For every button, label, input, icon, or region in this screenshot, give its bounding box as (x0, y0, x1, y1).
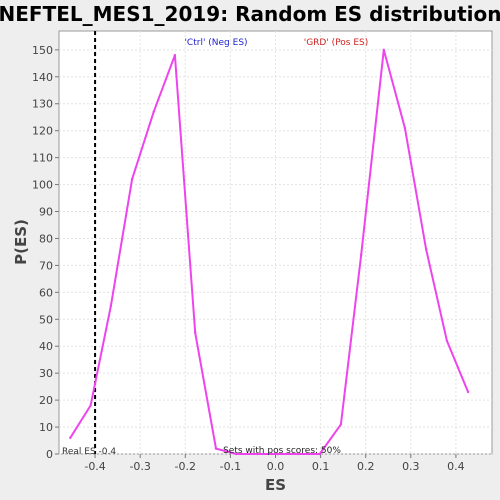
data-point (339, 423, 343, 426)
y-tick-label: 80 (39, 232, 53, 245)
y-axis: 0 10 20 30 40 50 60 70 80 90 100 110 120 130 140 150 (32, 44, 59, 461)
y-tick-label: 40 (39, 340, 53, 353)
data-point (382, 48, 385, 52)
data-point (256, 452, 259, 456)
data-point (424, 248, 428, 251)
y-tick-label: 10 (39, 421, 53, 434)
x-axis: -0.4 -0.3 -0.2 -0.1 0.0 0.1 0.2 0.3 0.4 (84, 454, 465, 473)
data-point (296, 452, 300, 456)
y-tick-label: 120 (32, 125, 53, 138)
x-tick-label: 0.0 (267, 460, 285, 473)
y-tick-label: 70 (39, 259, 53, 272)
y-tick-label: 140 (32, 71, 53, 84)
x-tick-label: 0.1 (312, 460, 330, 473)
x-tick-label: 0.2 (357, 460, 375, 473)
y-tick-label: 110 (32, 152, 53, 165)
y-tick-label: 30 (39, 367, 53, 380)
plot-area (58, 30, 493, 455)
data-point (359, 253, 363, 256)
data-point (214, 447, 218, 450)
y-tick-label: 50 (39, 313, 53, 326)
data-point (403, 126, 407, 130)
neg-es-label: 'Ctrl' (Neg ES) (184, 38, 247, 48)
y-tick-label: 90 (39, 206, 53, 219)
data-point (152, 110, 155, 114)
data-point (318, 452, 321, 456)
chart-title: NEFTEL_MES1_2019: Random ES distribution (0, 2, 500, 26)
data-point (173, 54, 177, 57)
x-tick-label: 0.3 (402, 460, 420, 473)
data-point (466, 390, 470, 394)
y-tick-label: 100 (32, 179, 53, 192)
grid (59, 31, 492, 455)
y-tick-label: 0 (46, 448, 53, 461)
data-point (445, 339, 449, 343)
y-tick-label: 150 (32, 44, 53, 57)
data-point (235, 452, 238, 456)
data-point (89, 404, 92, 407)
x-tick-label: -0.2 (175, 460, 196, 473)
data-point (69, 436, 72, 440)
y-tick-label: 130 (32, 98, 53, 111)
pos-scores-label: Sets with pos scores: 50% (223, 446, 341, 456)
data-point (194, 331, 197, 334)
data-point (276, 452, 279, 456)
y-tick-label: 20 (39, 394, 53, 407)
series-points (69, 48, 470, 456)
real-es-label: Real ES -0.4 (62, 447, 116, 457)
series-line (69, 48, 470, 455)
data-point (109, 304, 113, 308)
x-tick-label: 0.4 (447, 460, 465, 473)
y-axis-label: P(ES) (12, 219, 30, 265)
data-point (130, 177, 134, 181)
x-axis-label: ES (265, 476, 286, 494)
pos-es-label: 'GRD' (Pos ES) (304, 38, 369, 48)
x-tick-label: -0.1 (220, 460, 241, 473)
x-tick-label: -0.4 (84, 460, 105, 473)
x-tick-label: -0.3 (129, 460, 150, 473)
y-tick-label: 60 (39, 286, 53, 299)
